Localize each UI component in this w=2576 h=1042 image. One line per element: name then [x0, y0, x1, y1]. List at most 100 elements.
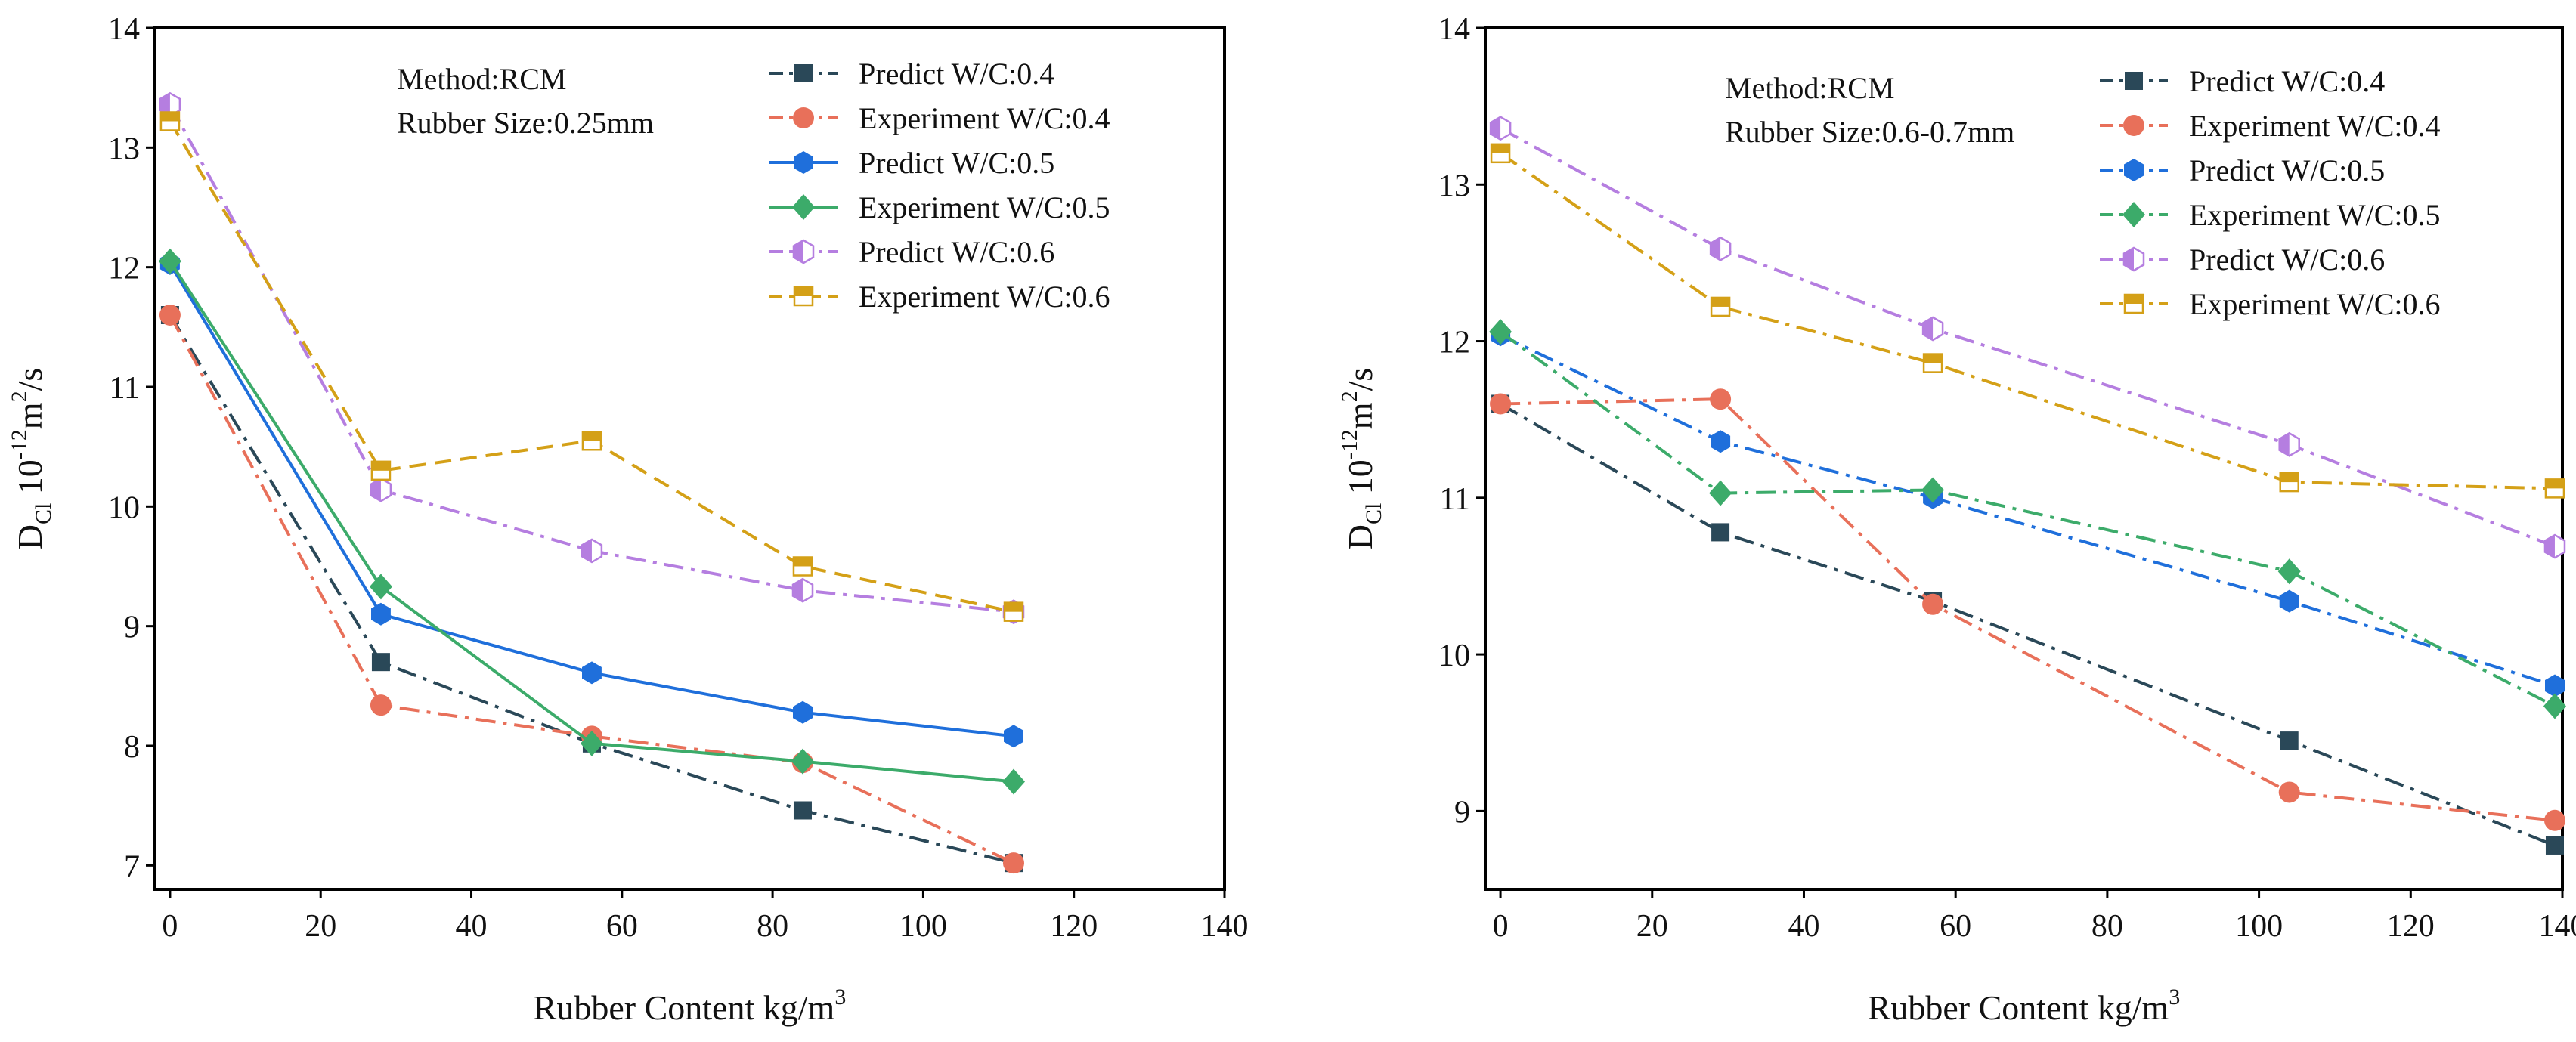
data-point [1002, 852, 1024, 874]
x-tick-label: 40 [1788, 909, 1819, 944]
legend-entry: Predict W/C:0.4 [2100, 64, 2385, 98]
legend-entry: Experiment W/C:0.6 [769, 280, 1110, 314]
series-5 [1489, 116, 2566, 559]
annotation-line: Rubber Size:0.25mm [397, 106, 654, 140]
y-tick-label: 10 [1438, 638, 1470, 673]
x-tick-label: 100 [899, 909, 947, 944]
legend-label: Experiment W/C:0.4 [2189, 109, 2441, 143]
legend-label: Predict W/C:0.5 [2189, 153, 2385, 187]
series-line [1500, 397, 2556, 822]
data-point [2278, 781, 2300, 803]
data-point [158, 248, 181, 274]
data-point [792, 556, 813, 577]
series-4 [1489, 319, 2566, 719]
data-point [2543, 693, 2566, 719]
data-point [1004, 725, 1023, 748]
data-point [580, 730, 603, 756]
x-tick-label: 140 [2539, 909, 2576, 944]
y-axis-ticks: 7 8 9 10 11 12 13 14 [108, 12, 155, 884]
y-axis-ticks: 9 10 11 12 13 14 [1438, 12, 1485, 830]
x-tick-label: 120 [2387, 909, 2435, 944]
data-point [1002, 768, 1025, 795]
legend-label: Experiment W/C:0.5 [2189, 198, 2441, 232]
legend-label: Predict W/C:0.6 [859, 235, 1054, 269]
y-tick-label: 14 [108, 12, 140, 47]
legend-entry: Experiment W/C:0.4 [769, 101, 1110, 135]
data-point [1709, 236, 1732, 261]
data-point [369, 574, 392, 600]
data-point [1711, 430, 1731, 453]
legend-marker [2122, 202, 2145, 227]
legend: Predict W/C:0.4 Experiment W/C:0.4 Predict… [769, 57, 1110, 314]
legend-entry: Experiment W/C:0.5 [769, 190, 1110, 224]
series-1 [160, 306, 1023, 873]
data-point [1490, 393, 1512, 415]
x-axis-ticks: 0 20 40 60 80 100 120 140 [162, 889, 1249, 944]
data-point [370, 477, 392, 502]
data-point [2545, 836, 2564, 855]
legend-entry: Predict W/C:0.5 [2100, 153, 2385, 187]
data-point [1003, 601, 1024, 622]
data-point [581, 538, 603, 564]
legend-marker [2122, 246, 2145, 272]
y-tick-label: 8 [124, 730, 140, 765]
series-2 [1490, 388, 2565, 831]
x-tick-label: 20 [1636, 909, 1668, 944]
x-tick-label: 40 [456, 909, 488, 944]
data-point [2545, 674, 2565, 697]
x-tick-label: 80 [757, 909, 788, 944]
legend-entry: Experiment W/C:0.5 [2100, 198, 2441, 232]
y-tick-label: 12 [1438, 326, 1470, 360]
series-line [1499, 330, 2556, 708]
series-line [169, 314, 1014, 865]
series-6 [1490, 143, 2565, 499]
data-point [2280, 731, 2299, 750]
annotation-line: Method:RCM [1725, 71, 1894, 105]
y-tick-label: 13 [108, 131, 140, 166]
data-point [2544, 478, 2565, 499]
legend-marker [2125, 72, 2143, 90]
data-point [2543, 533, 2566, 559]
x-tick-label: 20 [305, 909, 336, 944]
data-point [791, 748, 814, 775]
data-point [2277, 558, 2301, 585]
y-tick-label: 11 [1440, 482, 1470, 517]
legend-entry: Experiment W/C:0.4 [2100, 109, 2441, 143]
series-6 [159, 111, 1024, 622]
data-point [1709, 480, 1732, 506]
data-point [159, 305, 181, 326]
method-annotation: Method:RCM Rubber Size:0.25mm [397, 62, 654, 140]
legend-label: Predict W/C:0.4 [2189, 64, 2385, 98]
x-axis-ticks: 0 20 40 60 80 100 120 140 [1493, 889, 2576, 944]
legend-marker [793, 286, 814, 307]
y-tick-label: 9 [124, 611, 140, 645]
legend-label: Predict W/C:0.6 [2189, 243, 2385, 277]
legend-marker [792, 239, 815, 264]
data-point [793, 700, 813, 724]
y-tick-label: 7 [124, 849, 140, 884]
data-point [370, 460, 392, 481]
y-tick-label: 14 [1438, 12, 1470, 47]
data-point [371, 602, 391, 626]
series-2 [159, 305, 1024, 874]
legend-marker [794, 64, 813, 82]
data-point [159, 111, 181, 131]
legend-label: Predict W/C:0.5 [859, 146, 1054, 180]
data-point [1710, 296, 1731, 317]
data-point [1922, 593, 1944, 615]
y-tick-label: 13 [1438, 169, 1470, 203]
legend-entry: Predict W/C:0.5 [769, 146, 1054, 180]
y-tick-label: 9 [1454, 795, 1470, 830]
legend-marker [2123, 293, 2144, 314]
y-tick-label: 11 [110, 371, 140, 406]
y-tick-label: 10 [108, 490, 140, 525]
legend: Predict W/C:0.4 Experiment W/C:0.4 Predict… [2100, 64, 2441, 321]
legend-marker [2124, 159, 2144, 181]
data-point [791, 577, 814, 603]
legend-marker [794, 151, 813, 174]
x-tick-label: 0 [1493, 909, 1509, 944]
data-point [1490, 143, 1511, 164]
data-point [371, 653, 390, 672]
series-line [169, 314, 1014, 865]
